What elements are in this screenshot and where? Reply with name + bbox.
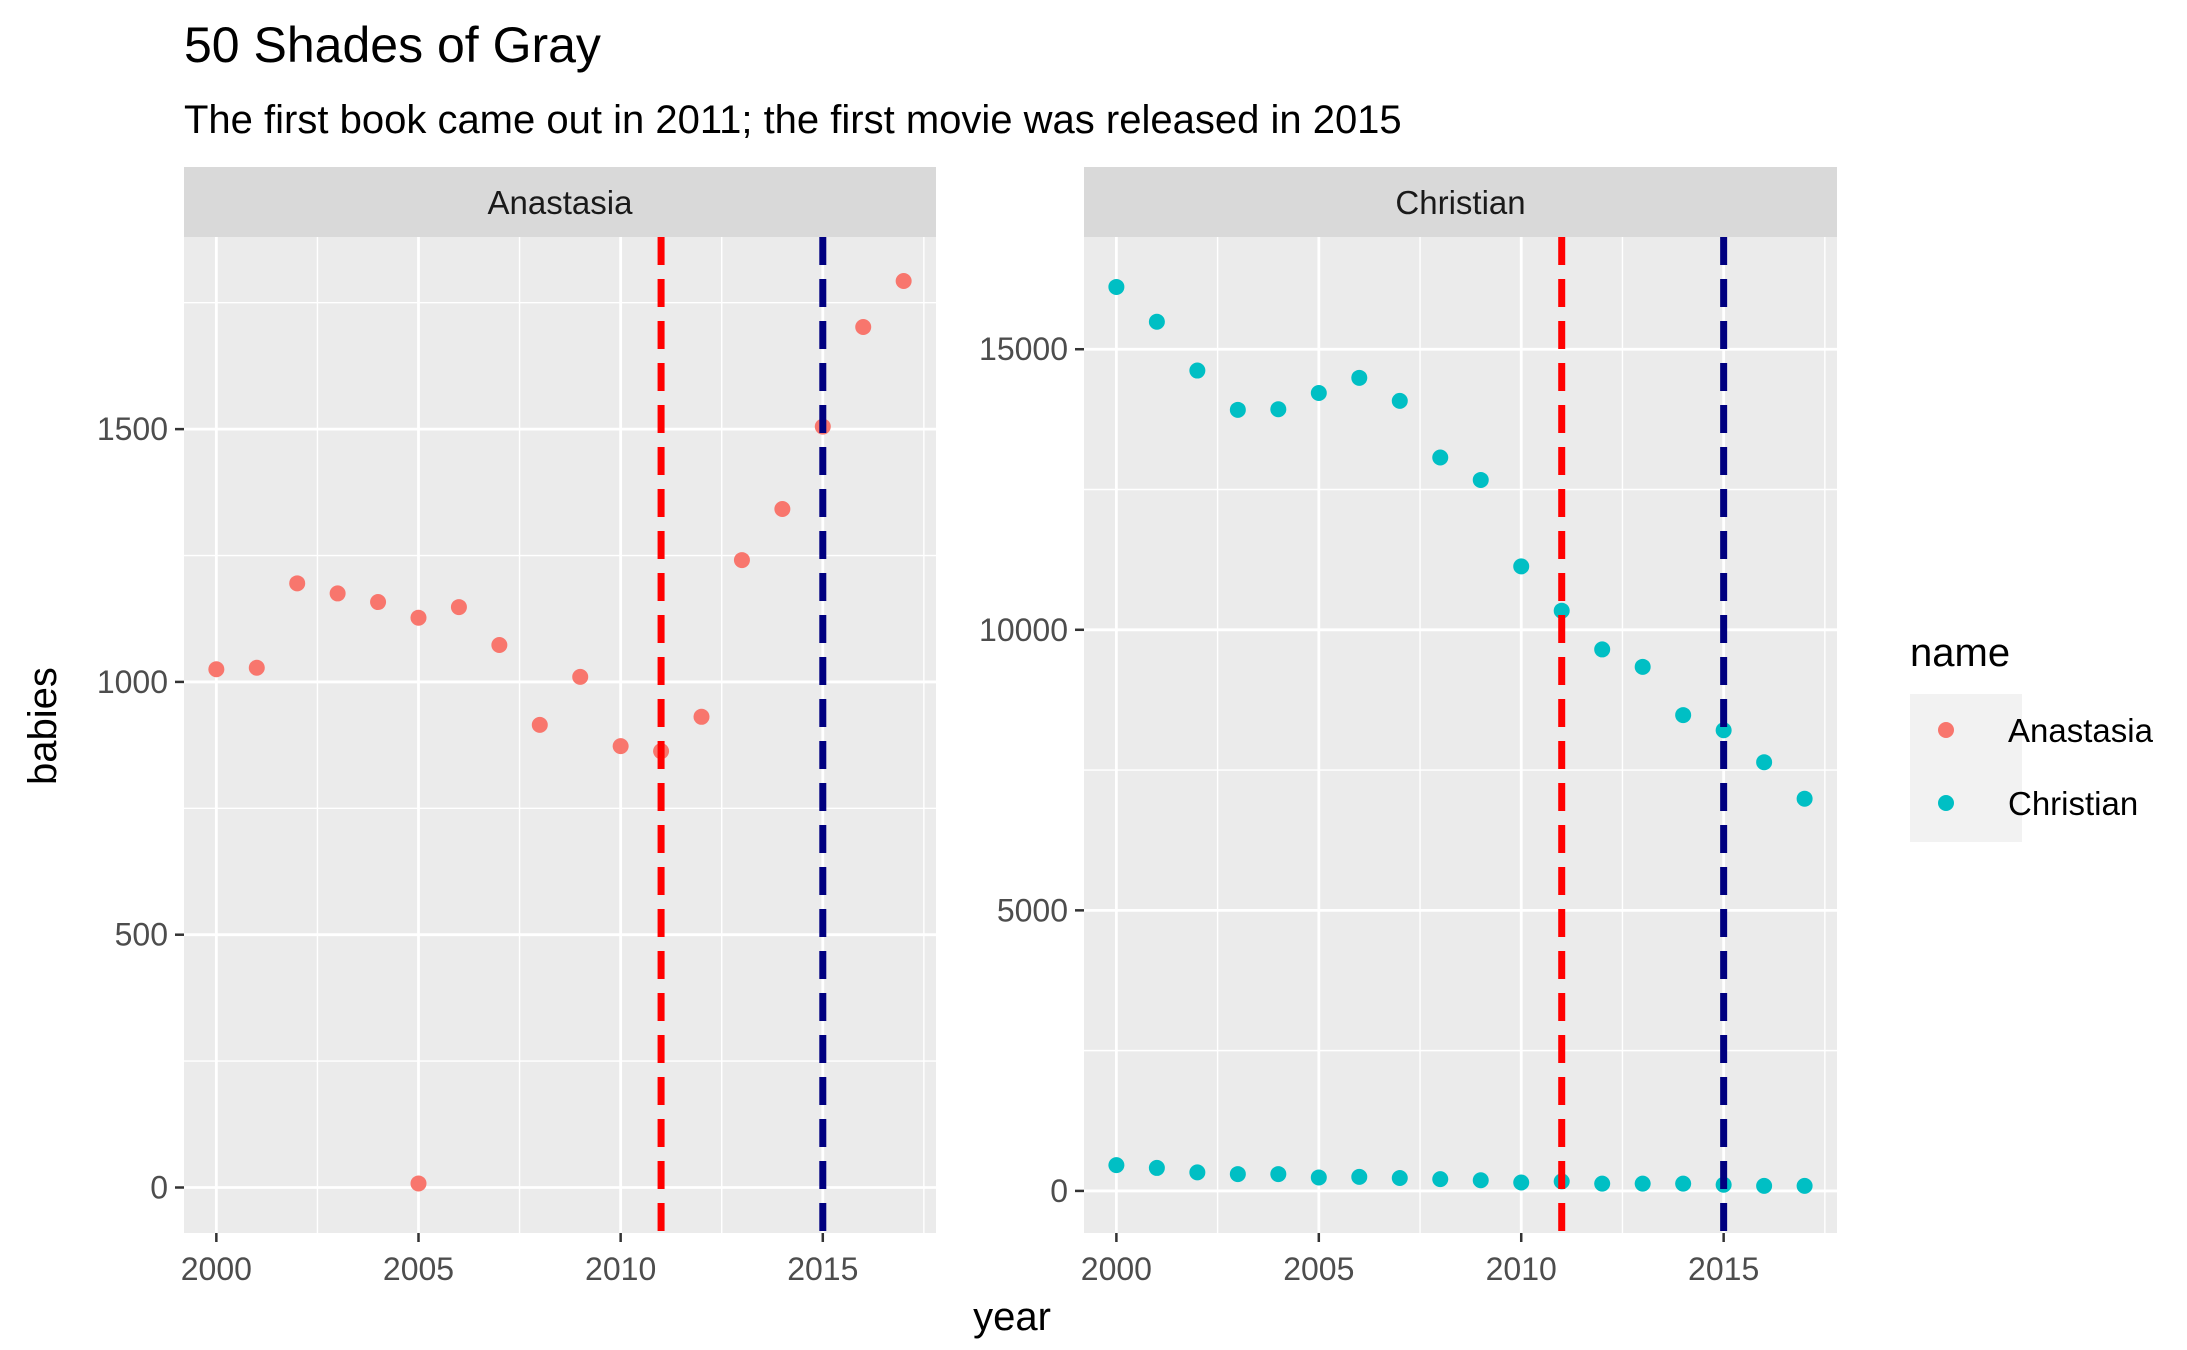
data-point [1756,754,1773,771]
data-point [1189,1164,1206,1181]
data-point [410,1175,427,1192]
y-tick-label: 0 [150,1169,168,1205]
panel-background [1084,237,1837,1233]
legend-label-anastasia: Anastasia [2008,712,2154,749]
data-point [1513,1174,1530,1191]
data-point [1351,1168,1368,1185]
facet-strip [184,167,936,237]
data-point [1472,471,1489,488]
y-tick-label: 1000 [97,664,168,700]
data-point [410,609,427,626]
facet-strip-label: Christian [1395,184,1525,221]
data-point [1270,401,1287,418]
data-point [1310,1169,1327,1186]
data-point [208,661,225,678]
data-point [1472,1172,1489,1189]
data-point [491,637,508,654]
data-point [895,272,912,289]
data-point [1675,1175,1692,1192]
panel-background [184,237,936,1233]
x-tick-label: 2010 [585,1251,656,1287]
facet-panel-christian: Christian 2000 2005 2010 2015 0 5000 10000 15000 [979,167,1837,1287]
legend-key-christian [1938,795,1954,811]
data-point [1351,369,1368,386]
x-tick-label: 2000 [181,1251,252,1287]
y-tick-label: 500 [115,917,168,953]
data-point [572,668,589,685]
data-point [1108,278,1125,295]
data-point [1756,1177,1773,1194]
x-tick-label: 2015 [787,1251,858,1287]
facet-strip [1084,167,1837,237]
data-point [1391,392,1408,409]
chart-subtitle: The first book came out in 2011; the fir… [184,98,1402,142]
data-point [329,585,346,602]
data-point [774,501,791,518]
data-point [1715,722,1732,739]
x-axis-title: year [973,1295,1051,1339]
x-tick-label: 2005 [383,1251,454,1287]
data-point [248,659,265,676]
data-point [612,738,629,755]
data-point [1432,1171,1449,1188]
data-point [1108,1157,1125,1174]
legend-key-background [1910,694,2022,842]
data-point [1675,707,1692,724]
data-point [1513,558,1530,575]
data-point [1634,658,1651,675]
data-point [531,716,548,733]
legend-entries: Anastasia Christian [1938,712,2154,822]
data-point [1796,1177,1813,1194]
data-point [1229,1166,1246,1183]
data-point [855,318,872,335]
data-point [733,552,750,569]
data-point [1229,401,1246,418]
y-tick-label: 1500 [97,411,168,447]
legend-key-anastasia [1938,722,1954,738]
y-axis-title: babies [21,667,65,785]
data-point [693,708,710,725]
chart-title: 50 Shades of Gray [184,17,601,73]
data-point [1634,1175,1651,1192]
data-point [1148,313,1165,330]
data-point [370,594,387,611]
x-tick-label: 2010 [1486,1251,1557,1287]
x-tick-label: 2015 [1688,1251,1759,1287]
data-point [1310,384,1327,401]
legend: name Anastasia Christian [1910,631,2154,842]
data-point [1189,362,1206,379]
legend-label-christian: Christian [2008,785,2138,822]
data-point [1148,1159,1165,1176]
x-tick-label: 2000 [1081,1251,1152,1287]
y-tick-label: 10000 [979,612,1068,648]
facet-strip-label: Anastasia [488,184,634,221]
y-tick-label: 5000 [997,892,1068,928]
data-point [1594,1175,1611,1192]
data-point [1391,1170,1408,1187]
data-point [1553,602,1570,619]
y-tick-label: 15000 [979,331,1068,367]
data-point [1796,790,1813,807]
data-point [1594,641,1611,658]
facet-panel-anastasia: Anastasia 2000 2005 2010 2015 0 500 1000 1500 [97,167,936,1287]
data-point [450,599,467,616]
facet-panels: Anastasia 2000 2005 2010 2015 0 500 1000 1500 Chr… [97,167,1837,1287]
data-point [289,575,306,592]
data-point [1432,449,1449,466]
x-tick-label: 2005 [1283,1251,1354,1287]
data-point [1270,1166,1287,1183]
y-tick-label: 0 [1050,1173,1068,1209]
legend-title: name [1910,631,2010,675]
